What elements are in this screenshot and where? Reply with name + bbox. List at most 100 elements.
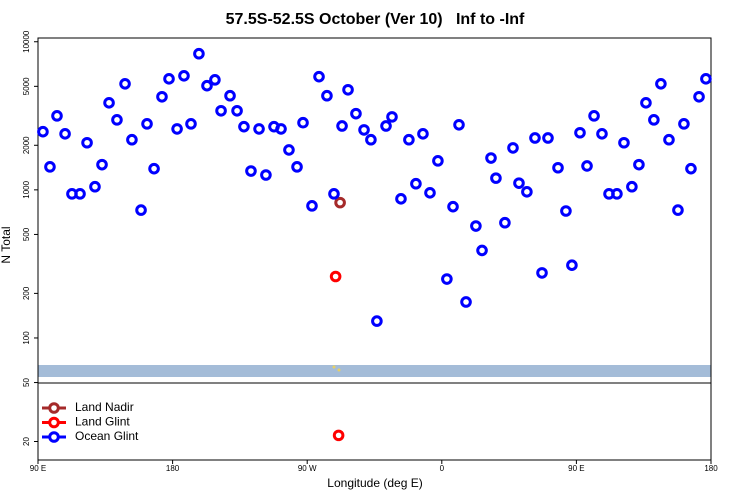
- data-point: [231, 104, 243, 117]
- data-point: [185, 118, 197, 130]
- data-point: [358, 124, 370, 136]
- data-point: [328, 188, 340, 200]
- x-tick-label: 90 W: [298, 464, 317, 473]
- data-point: [626, 180, 638, 193]
- data-point: [59, 128, 71, 140]
- y-axis-label: N Total: [0, 226, 13, 263]
- data-point: [332, 429, 345, 442]
- y-tick-label: 50: [22, 378, 31, 387]
- chart-title: 57.5S-52.5S October (Ver 10) Inf to -Inf: [226, 11, 525, 28]
- data-point: [89, 180, 101, 193]
- data-point: [513, 177, 525, 189]
- data-point: [566, 259, 578, 271]
- data-point: [283, 144, 295, 156]
- data-point: [96, 158, 108, 171]
- land-speck: [332, 365, 336, 369]
- data-point: [275, 123, 287, 135]
- data-point: [178, 69, 190, 82]
- y-tick-label: 5000: [22, 77, 31, 95]
- data-point: [148, 162, 160, 175]
- data-point: [209, 74, 221, 86]
- data-point: [37, 125, 49, 138]
- data-point: [447, 200, 459, 213]
- data-point: [342, 83, 354, 96]
- data-point: [171, 123, 183, 135]
- y-tick-label: 1000: [22, 180, 31, 198]
- data-point: [380, 120, 392, 132]
- data-point: [111, 114, 123, 126]
- data-point: [529, 132, 541, 144]
- data-point: [490, 172, 502, 184]
- data-point: [640, 97, 652, 109]
- y-tick-label: 200: [22, 286, 31, 300]
- data-point: [156, 90, 168, 103]
- data-point: [542, 132, 554, 144]
- data-point: [365, 133, 377, 146]
- data-point: [119, 78, 131, 90]
- data-point: [103, 97, 115, 109]
- x-axis-label: Longitude (deg E): [327, 476, 422, 490]
- data-point: [678, 118, 690, 130]
- data-point: [260, 169, 272, 181]
- x-tick-label: 180: [166, 464, 180, 473]
- data-point: [507, 142, 519, 154]
- data-point: [700, 73, 712, 85]
- data-point: [403, 133, 415, 146]
- data-point: [126, 133, 138, 146]
- data-point: [135, 204, 147, 216]
- data-point: [521, 186, 533, 198]
- data-point: [410, 177, 422, 190]
- legend-marker: [48, 431, 60, 443]
- data-point: [291, 161, 303, 173]
- data-point: [581, 160, 593, 172]
- topography-band: [38, 365, 711, 377]
- x-tick-label: 180: [704, 464, 718, 473]
- data-point: [51, 110, 63, 122]
- data-point: [432, 155, 444, 167]
- data-point: [663, 133, 675, 146]
- data-point: [371, 315, 383, 327]
- y-tick-label: 20: [22, 436, 31, 445]
- y-tick-label: 10000: [22, 30, 31, 53]
- plot-frame: [37, 37, 712, 461]
- data-point: [163, 73, 175, 85]
- data-point: [193, 47, 205, 60]
- data-point: [476, 244, 488, 257]
- data-point: [74, 188, 86, 200]
- y-tick-label: 100: [22, 331, 31, 345]
- data-point: [648, 114, 660, 126]
- data-point: [536, 267, 548, 279]
- data-point: [596, 128, 608, 140]
- x-tick-label: 90 E: [568, 464, 584, 473]
- data-point: [470, 220, 482, 232]
- data-point: [588, 110, 600, 122]
- legend-label: Land Nadir: [75, 400, 134, 414]
- data-point: [141, 118, 153, 130]
- data-point: [685, 162, 697, 175]
- data-point: [453, 118, 465, 131]
- data-point: [485, 152, 497, 164]
- data-point: [441, 273, 453, 285]
- data-point: [238, 120, 250, 133]
- data-point: [618, 136, 630, 149]
- data-point: [350, 107, 362, 120]
- data-point: [611, 188, 623, 200]
- x-tick-label: 0: [440, 464, 445, 473]
- data-point: [334, 196, 346, 209]
- data-point: [655, 78, 667, 90]
- data-point: [306, 200, 318, 212]
- data-point: [313, 70, 325, 83]
- data-point: [336, 120, 348, 132]
- legend-label: Land Glint: [75, 415, 130, 429]
- data-point: [321, 89, 333, 102]
- data-point: [44, 161, 56, 173]
- data-point: [552, 161, 564, 174]
- legend-marker: [48, 416, 60, 429]
- data-point: [693, 90, 705, 103]
- data-point: [672, 204, 684, 216]
- x-tick-label: 90 E: [30, 464, 46, 473]
- data-point: [224, 89, 236, 102]
- legend-label: Ocean Glint: [75, 429, 139, 443]
- data-point: [395, 193, 407, 205]
